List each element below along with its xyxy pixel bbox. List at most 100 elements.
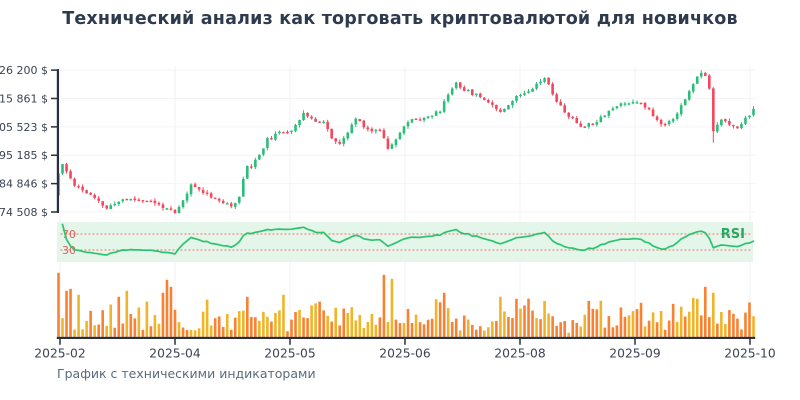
volume-bar [274,313,277,337]
volume-bar [233,317,237,337]
volume-bar [603,327,607,337]
volume-bar [69,288,72,337]
candle-body [141,200,145,202]
candle-body [326,121,329,130]
candle-body [109,205,113,209]
candle-body [651,109,655,117]
candle-body [635,102,639,104]
volume-bar [61,318,64,337]
volume-bar [499,296,502,337]
volume-bar [294,311,297,337]
candle-body [503,108,506,112]
y-axis-tick-label: 95 185 $ [0,149,48,162]
volume-bar [744,312,747,337]
candle-body [394,139,398,145]
candle-body [740,124,743,129]
volume-bar [57,272,60,337]
candle-body [450,88,454,95]
volume-bar [318,301,321,337]
page-title: Технический анализ как торговать криптов… [62,9,738,29]
volume-bar [141,329,145,337]
y-axis-tick-label: 105 523 $ [0,121,48,134]
candle-body [65,164,68,172]
candle-body [262,148,265,155]
candle-body [382,130,386,139]
volume-bar [73,329,76,337]
volume-bar [720,312,723,337]
volume-bar [511,317,514,337]
candle-body [446,94,450,102]
candle-body [145,200,149,203]
candle-body [736,126,739,129]
candle-body [129,199,133,201]
volume-bar [615,325,619,337]
candle-body [483,97,486,101]
candle-body [306,112,309,117]
volume-bar [736,318,739,337]
candle-body [615,106,619,109]
volume-bar [165,279,169,337]
candle-body [342,138,346,144]
volume-bar [712,292,715,337]
candle-body [466,89,470,92]
candle-body [358,119,362,122]
candle-body [390,144,394,149]
volume-bar [543,300,546,337]
candle-body [583,126,587,128]
candle-body [125,199,129,201]
candle-body [161,204,165,208]
candle-body [462,87,466,91]
candle-body [398,132,402,140]
volume-bar [97,324,100,337]
volume-bar [559,322,562,337]
candle-body [555,94,558,102]
candle-body [487,99,490,103]
candle-body [366,127,370,130]
candle-body [237,196,241,203]
candle-body [647,107,651,110]
y-axis-tick-label: 74 508 $ [0,206,48,219]
volume-bar [483,330,486,337]
volume-bar [193,330,197,337]
candle-body [708,75,711,89]
candle-body [539,81,542,84]
volume-bar [430,318,434,337]
volume-bar [663,329,667,337]
volume-bar [462,315,466,337]
candle-body [643,102,647,108]
volume-bar [258,320,261,337]
volume-bar [117,296,121,337]
candle-body [233,203,237,207]
candle-body [201,189,205,193]
candle-body [748,115,751,118]
volume-bar [366,321,370,337]
candle-body [338,141,342,144]
volume-bar [724,324,727,337]
volume-bar [487,327,490,337]
volume-bar [703,286,707,337]
candle-body [744,117,747,124]
volume-bar [262,311,265,337]
candle-body [454,82,458,88]
volume-bar [599,300,603,337]
volume-bar [209,325,213,337]
volume-bar [495,320,498,337]
volume-bar [418,322,422,337]
volume-bar [691,297,695,337]
volume-bar [507,317,510,337]
volume-bar [189,329,193,337]
candle-body [165,208,169,210]
volume-bar [438,302,442,337]
volume-bar [551,316,554,337]
volume-bar [330,321,333,337]
candle-body [527,91,530,93]
volume-bar [342,308,346,337]
volume-bar [458,330,462,337]
volume-bar [410,323,414,337]
volume-bar [647,320,651,337]
candle-body [85,190,88,194]
candle-body [153,200,157,204]
rsi-background [57,222,753,262]
volume-bar [93,325,96,337]
